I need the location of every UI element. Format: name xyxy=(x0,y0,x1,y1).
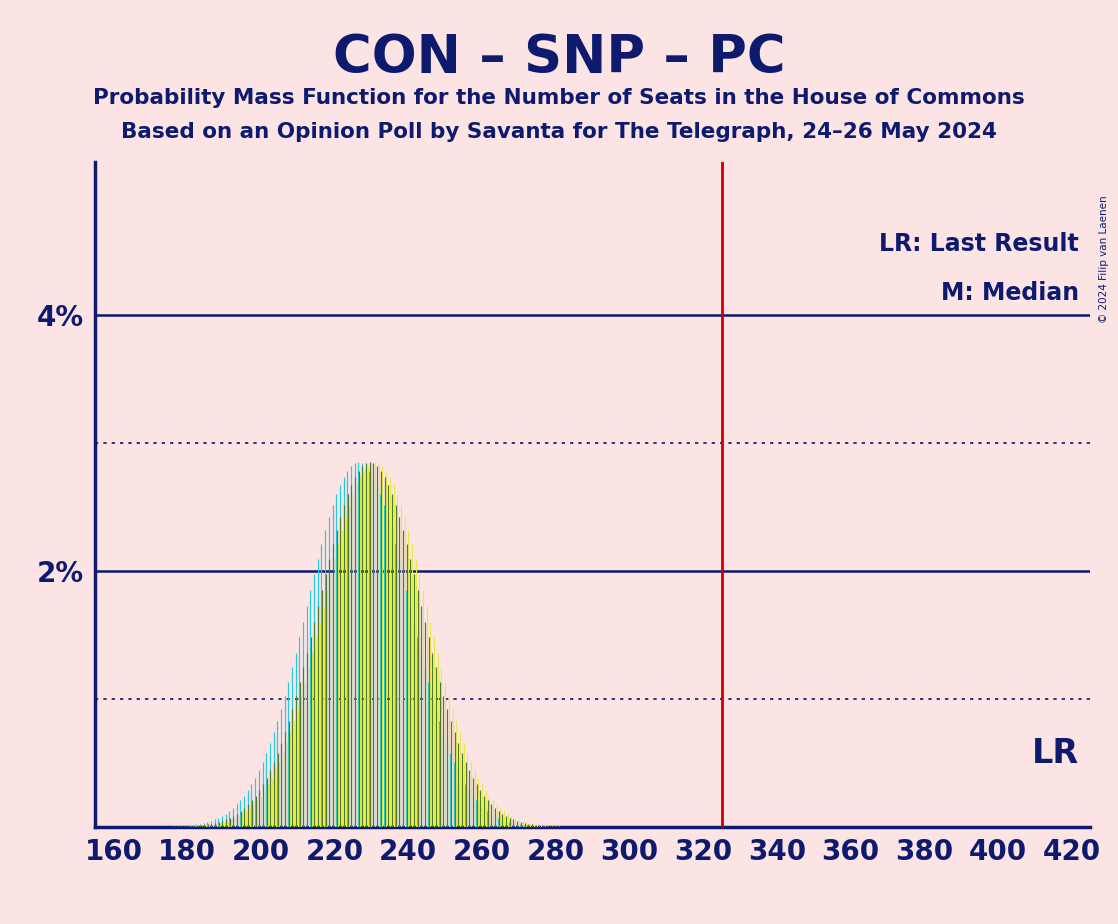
Text: LR: LR xyxy=(1032,737,1079,771)
Text: © 2024 Filip van Laenen: © 2024 Filip van Laenen xyxy=(1099,195,1109,322)
Text: M: Median: M: Median xyxy=(941,282,1079,306)
Text: LR: Last Result: LR: Last Result xyxy=(879,232,1079,256)
Text: CON – SNP – PC: CON – SNP – PC xyxy=(333,32,785,84)
Text: Based on an Opinion Poll by Savanta for The Telegraph, 24–26 May 2024: Based on an Opinion Poll by Savanta for … xyxy=(121,122,997,142)
Text: Probability Mass Function for the Number of Seats in the House of Commons: Probability Mass Function for the Number… xyxy=(93,88,1025,108)
